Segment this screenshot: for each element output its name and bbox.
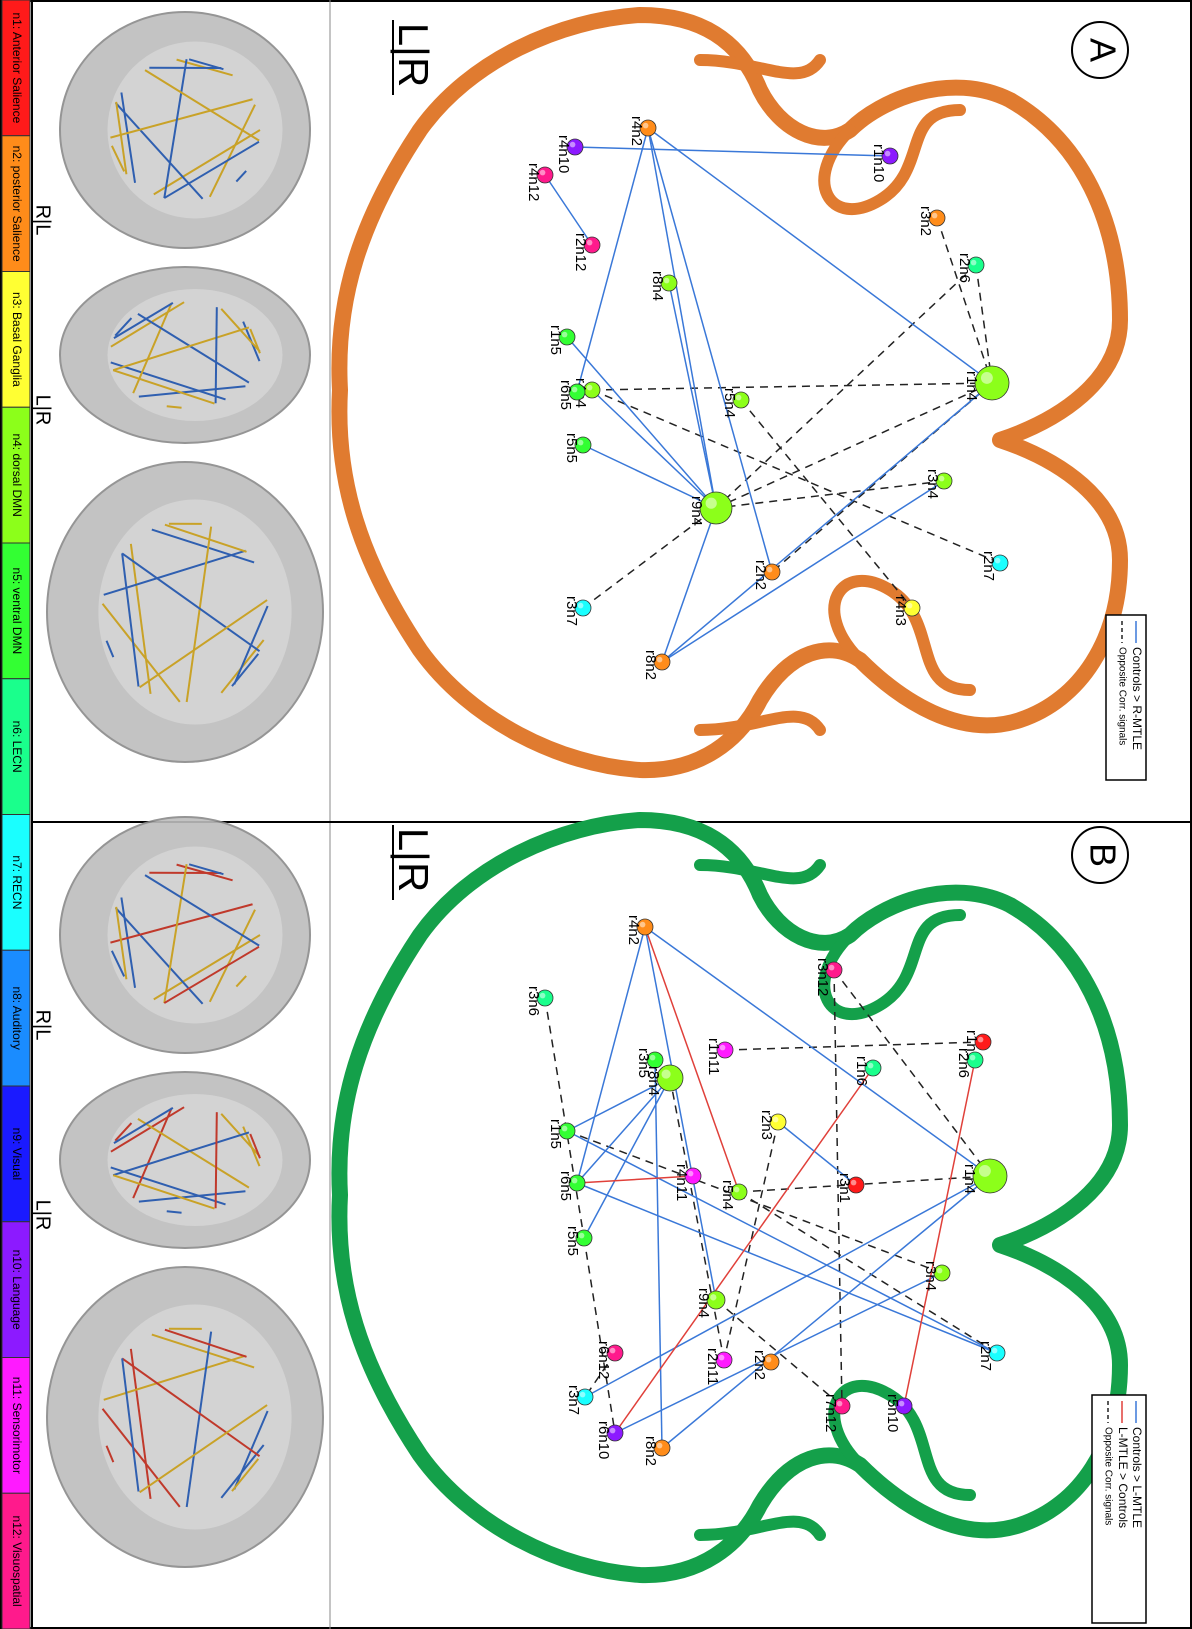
- node-label: r3n4: [922, 1261, 939, 1291]
- legend-label: n1: Anterior Salience: [10, 13, 24, 124]
- edge-legend-label: L-MTLE > Controls: [1116, 1427, 1130, 1528]
- node-label: r1n4: [961, 1164, 978, 1194]
- panel-letter: B: [1082, 843, 1123, 867]
- legend-label: n4: dorsal DMN: [10, 433, 24, 516]
- node-label: r2n7: [977, 1341, 994, 1371]
- node-label: r2n11: [704, 1348, 721, 1385]
- node-label: r4n11: [673, 1164, 690, 1201]
- node-label: r5n10: [884, 1394, 901, 1432]
- edge-legend-label: Controls > R-MTLE: [1130, 647, 1144, 750]
- node-label: r3n12: [814, 958, 831, 996]
- orientation-label: R|L: [32, 205, 54, 236]
- legend-label: n12: Visuospatial: [10, 1516, 24, 1607]
- brain-thumbnail: [98, 1305, 291, 1530]
- node-label: r2n2: [751, 1350, 768, 1380]
- node-label: r3n7: [565, 1385, 582, 1415]
- node-label: r1n10: [870, 144, 887, 182]
- node-label: r3n1: [836, 1173, 853, 1203]
- edge-legend-label: Opposite Corr. signals: [1102, 1427, 1113, 1525]
- node-label: r8n2: [642, 1436, 659, 1466]
- node-label: r8n4: [649, 271, 666, 301]
- node-label: r8n4: [645, 1066, 662, 1096]
- node-label: r5n4: [719, 1180, 736, 1210]
- panel-letter: A: [1082, 38, 1123, 62]
- node-label: r1n11: [705, 1038, 722, 1075]
- node-label: r4n2: [625, 915, 642, 945]
- legend-label: n10: Language: [10, 1250, 24, 1330]
- node-label: r3n6: [525, 986, 542, 1016]
- orientation-label: L|R: [32, 1200, 54, 1231]
- thumbnail-edge: [216, 307, 217, 403]
- node-label: r4n2: [628, 116, 645, 146]
- edge-legend-label: Opposite Corr. signals: [1116, 647, 1127, 745]
- legend-label: n6: LECN: [10, 721, 24, 773]
- edge-legend-label: Controls > L-MTLE: [1130, 1427, 1144, 1528]
- node-label: r2n6: [956, 253, 973, 283]
- orientation-label: L|R: [390, 23, 437, 88]
- node-label: r5n5: [563, 433, 580, 463]
- node-highlight: [981, 372, 993, 384]
- legend-label: n5: ventral DMN: [10, 568, 24, 655]
- node-label: r6n12: [595, 1341, 612, 1379]
- node-label: r1n4: [963, 371, 980, 401]
- thumbnail-edge: [216, 1112, 217, 1208]
- node-label: r3n7: [563, 596, 580, 626]
- legend-label: n3: Basal Ganglia: [10, 292, 24, 387]
- node-label: r2n3: [758, 1110, 775, 1140]
- brain-thumbnail: [98, 500, 291, 725]
- node-label: r5n5: [564, 1226, 581, 1256]
- node-label: r1n6: [853, 1056, 870, 1086]
- node-label: r3n4: [924, 469, 941, 499]
- node-label: r9n4: [688, 496, 705, 526]
- node-label: r4n3: [892, 596, 909, 626]
- node-label: r9n4: [695, 1288, 712, 1318]
- legend-label: n9: Visual: [10, 1128, 24, 1180]
- legend-label: n2: posterior Salience: [10, 146, 24, 262]
- node-label: r5n4: [721, 388, 738, 418]
- legend-label: n8: Auditory: [10, 986, 24, 1049]
- orientation-label: L|R: [32, 395, 54, 426]
- orientation-label: L|R: [390, 828, 437, 893]
- node-label: r7n12: [822, 1394, 839, 1432]
- legend-label: n11: Sensorimotor: [10, 1377, 24, 1474]
- figure: n1: Anterior Salience n2: posterior Salie…: [0, 0, 1192, 1629]
- node-label: r4n12: [525, 163, 542, 201]
- node-label: r6n10: [595, 1421, 612, 1459]
- node-label: r6n5: [557, 1171, 574, 1201]
- node-label: r6n5: [557, 380, 574, 410]
- legend-label: n7: RECN: [10, 855, 24, 909]
- node-label: r3n2: [917, 206, 934, 236]
- node-label: r2n2: [752, 560, 769, 590]
- node-highlight: [706, 498, 717, 509]
- node-highlight: [979, 1165, 991, 1177]
- node-label: r1n5: [547, 1119, 564, 1149]
- node-label: r2n7: [980, 551, 997, 581]
- node-label: r1n5: [547, 325, 564, 355]
- node-label: r2n12: [572, 233, 589, 271]
- page: n1: Anterior Salience n2: posterior Salie…: [0, 0, 1192, 1629]
- node-label: r8n2: [642, 650, 659, 680]
- node-label: r2n6: [955, 1048, 972, 1078]
- orientation-label: R|L: [32, 1010, 54, 1041]
- node-label: r4n10: [555, 135, 572, 173]
